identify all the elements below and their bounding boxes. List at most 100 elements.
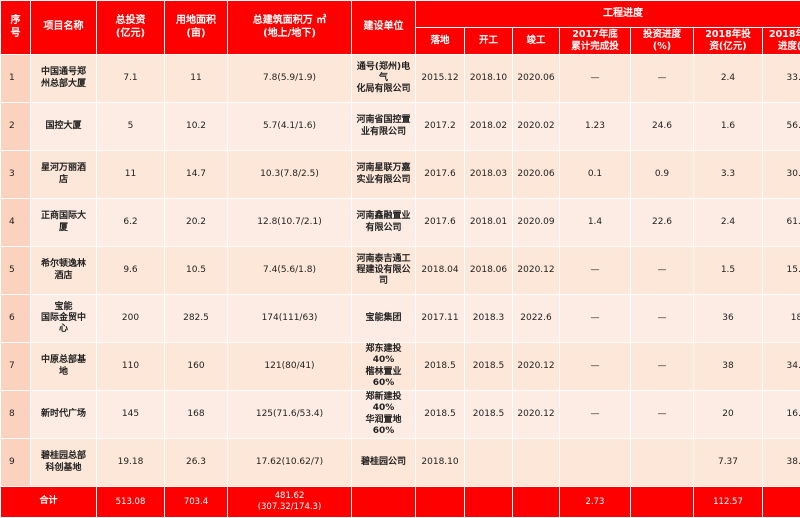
header-cum2017: 2017年底 累计完成投 [560,28,631,55]
row-building-area: 174(111/63) [228,295,352,343]
row-project-name: 正商国际大 厦 [31,199,97,247]
header-invest: 总投资 (亿元) [97,1,165,55]
row-land-area: 168 [165,391,228,439]
row-project-name: 碧桂园总部 科创基地 [31,439,97,487]
total-building-area: 481.62(307.32/174.3) [228,487,352,518]
row-finish-date: 2020.06 [513,151,560,199]
row-total-investment: 9.6 [97,247,165,295]
row-builder: 河南省国控置 业有限公司 [352,103,416,151]
row-progress-2018: 61.3 [763,199,800,247]
row-index: 3 [1,151,31,199]
row-investment-2018: 38 [694,343,763,391]
row-finish-date: 2020.12 [513,391,560,439]
row-land-area: 282.5 [165,295,228,343]
row-landing-date: 2017.6 [416,199,465,247]
row-builder: 河南星联万嘉 实业有限公司 [352,151,416,199]
row-total-investment: 145 [97,391,165,439]
row-index: 6 [1,295,31,343]
row-index: 4 [1,199,31,247]
total-progress-2018 [763,487,800,518]
row-cumulative-2017: 1.4 [560,199,631,247]
row-investment-progress: 22.6 [631,199,694,247]
row-project-name: 星河万丽酒 店 [31,151,97,199]
row-total-investment: 7.1 [97,55,165,103]
row-investment-2018: 1.5 [694,247,763,295]
header-landing: 落地 [416,28,465,55]
row-land-area: 160 [165,343,228,391]
header-progress: 投资进度 (%) [631,28,694,55]
total-finish [513,487,560,518]
row-cumulative-2017: 0.1 [560,151,631,199]
row-landing-date: 2018.5 [416,391,465,439]
row-cumulative-2017: 1.23 [560,103,631,151]
row-landing-date: 2017.2 [416,103,465,151]
row-cumulative-2017: — [560,55,631,103]
row-start-date: 2018.03 [465,151,513,199]
row-start-date: 2018.5 [465,391,513,439]
row-builder: 通号(郑州)电气 化局有限公司 [352,55,416,103]
row-start-date: 2018.02 [465,103,513,151]
row-progress-2018: 16.4 [763,391,800,439]
row-building-area: 17.62(10.62/7) [228,439,352,487]
total-land-area: 703.4 [165,487,228,518]
header-index: 序 号 [1,1,31,55]
row-start-date: 2018.01 [465,199,513,247]
row-investment-progress: — [631,55,694,103]
row-land-area: 10.5 [165,247,228,295]
row-builder: 河南泰吉通工 程建设有限公司 [352,247,416,295]
row-index: 7 [1,343,31,391]
row-total-investment: 11 [97,151,165,199]
row-finish-date: 2020.02 [513,103,560,151]
row-investment-progress: 24.6 [631,103,694,151]
row-investment-progress: — [631,295,694,343]
row-land-area: 10.2 [165,103,228,151]
row-finish-date: 2020.12 [513,343,560,391]
row-start-date: 2018.3 [465,295,513,343]
row-progress-2018: 56.6 [763,103,800,151]
row-investment-2018: 1.6 [694,103,763,151]
row-project-name: 中原总部基 地 [31,343,97,391]
row-index: 5 [1,247,31,295]
row-builder: 郑东建投 40% 楷林置业 60% [352,343,416,391]
row-land-area: 26.3 [165,439,228,487]
row-builder: 郑新建投 40% 华润置地 60% [352,391,416,439]
row-landing-date: 2018.5 [416,343,465,391]
row-building-area: 7.4(5.6/1.8) [228,247,352,295]
row-landing-date: 2015.12 [416,55,465,103]
header-progress-group: 工程进度 [416,1,800,28]
row-investment-2018: 20 [694,391,763,439]
row-index: 2 [1,103,31,151]
total-landing [416,487,465,518]
row-total-investment: 5 [97,103,165,151]
total-investment: 513.08 [97,487,165,518]
header-start: 开工 [465,28,513,55]
row-total-investment: 110 [97,343,165,391]
row-land-area: 11 [165,55,228,103]
row-finish-date: 2020.12 [513,247,560,295]
header-area: 总建筑面积万 ㎡ (地上/地下) [228,1,352,55]
row-cumulative-2017 [560,439,631,487]
row-building-area: 121(80/41) [228,343,352,391]
row-cumulative-2017: — [560,295,631,343]
header-name: 项目名称 [31,1,97,55]
total-label: 合计 [1,487,97,518]
row-progress-2018: 33.8 [763,55,800,103]
row-index: 1 [1,55,31,103]
row-cumulative-2017: — [560,343,631,391]
row-progress-2018: 30.9 [763,151,800,199]
row-landing-date: 2018.10 [416,439,465,487]
row-project-name: 中国通号郑 州总部大厦 [31,55,97,103]
row-investment-2018: 36 [694,295,763,343]
header-inv2018: 2018年投 资(亿元) [694,28,763,55]
row-finish-date: 2022.6 [513,295,560,343]
total-cumulative-2017: 2.73 [560,487,631,518]
row-investment-progress [631,439,694,487]
row-landing-date: 2018.04 [416,247,465,295]
